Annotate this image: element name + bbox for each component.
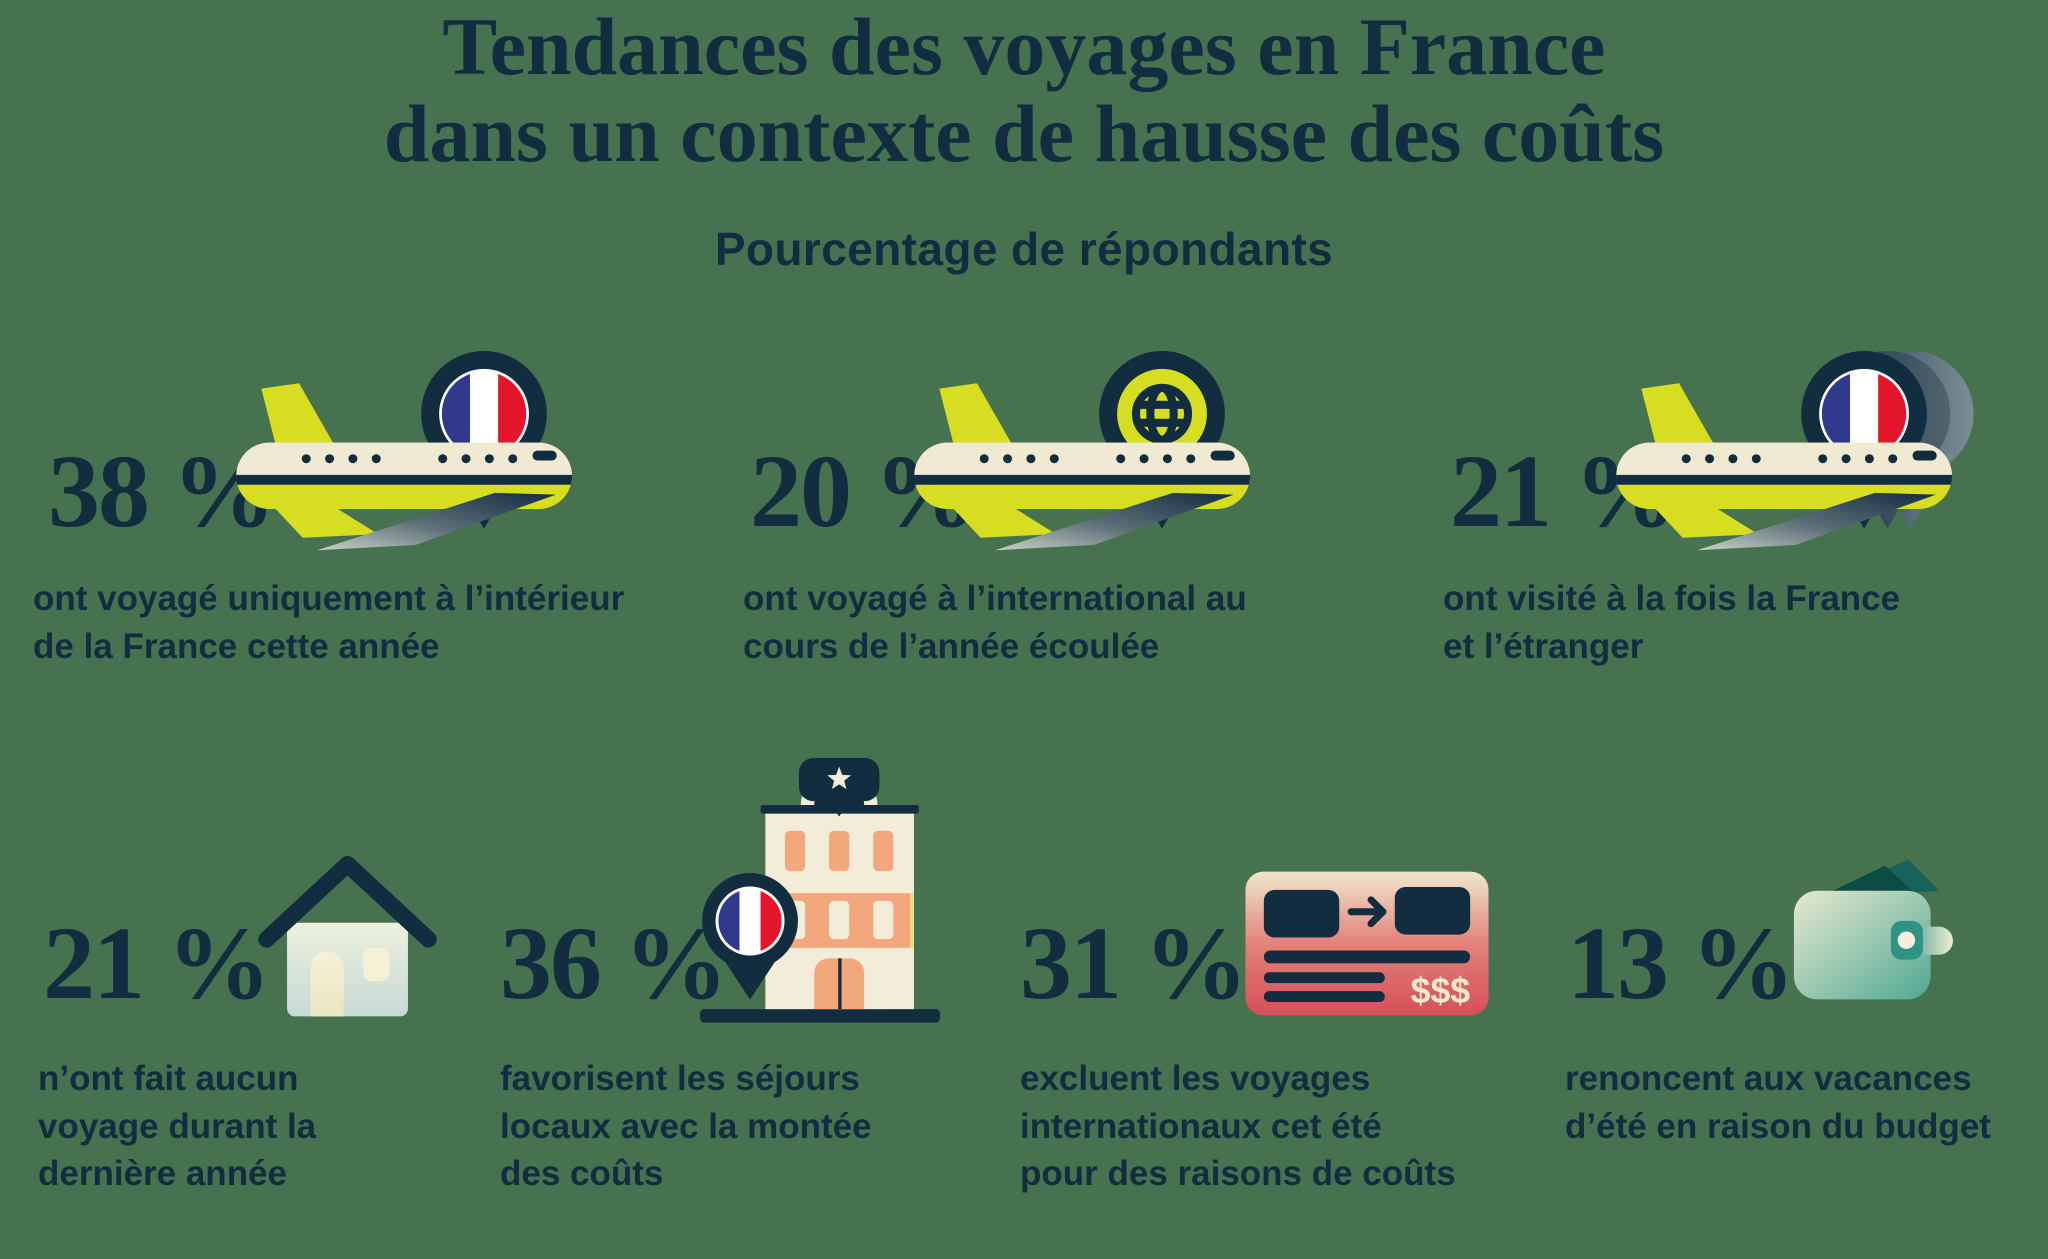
stat-value: 31 %: [1020, 906, 1248, 1021]
airplane-icon: [236, 383, 573, 551]
arrow-right-icon: [1347, 896, 1387, 928]
airplane-stacked-pins-icon: [1595, 333, 1975, 553]
stat-value: 13 %: [1567, 906, 1795, 1021]
stat-caption: n’ont fait aucun voyage durant la derniè…: [38, 1059, 317, 1194]
airplane-globe-pin-icon: [893, 333, 1273, 553]
stat-value: 21 %: [43, 906, 271, 1021]
stat-value: 36 %: [500, 906, 728, 1021]
ticket-dollar-text: $$$: [1411, 971, 1471, 1011]
page-title-line1: Tendances des voyages en France: [442, 1, 1606, 92]
airplane-icon: [914, 383, 1251, 551]
airplane-france-pin-icon: [215, 333, 595, 553]
stat-caption: ont voyagé à l’international au cours de…: [743, 579, 1247, 666]
house-icon: [250, 835, 445, 1030]
stat-caption: renoncent aux vacances d’été en raison d…: [1565, 1059, 1991, 1146]
stat-caption: ont voyagé uniquement à l’intérieur de l…: [33, 579, 625, 666]
airplane-icon: [1616, 383, 1953, 551]
page-title-line2: dans un contexte de hausse des coûts: [383, 87, 1665, 179]
stat-caption: ont visité à la fois la France et l’étra…: [1443, 579, 1901, 666]
stat-value: 38 %: [48, 434, 276, 549]
page-title: Tendances des voyages en France dans un …: [0, 1, 2048, 179]
wallet-icon: [1786, 852, 1956, 1012]
page-subtitle: Pourcentage de répondants: [714, 223, 1334, 275]
stat-caption: excluent les voyages internationaux cet …: [1020, 1059, 1456, 1194]
hotel-france-pin-icon: [700, 758, 940, 1036]
ticket-dollars-icon: $$$: [1244, 870, 1490, 1017]
france-location-pin: [702, 873, 798, 1000]
star-bubble-icon: [798, 758, 880, 817]
stat-caption: favorisent les séjours locaux avec la mo…: [500, 1059, 872, 1194]
